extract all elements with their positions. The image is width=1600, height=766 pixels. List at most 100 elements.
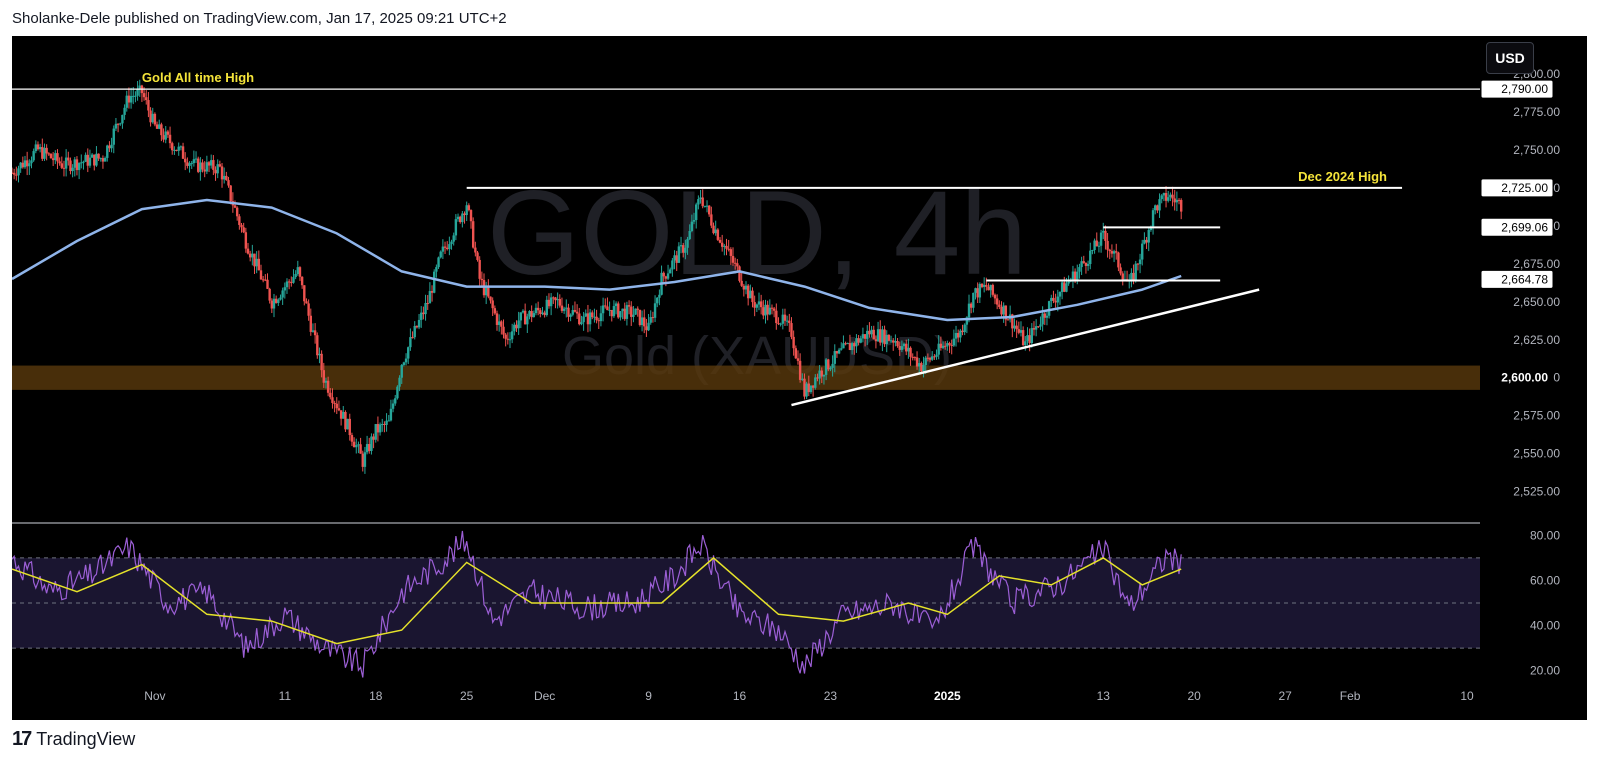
candle-body <box>985 284 988 287</box>
candle-body <box>907 347 910 352</box>
candle-body <box>1078 267 1081 272</box>
candle-body <box>116 123 120 125</box>
candle-body <box>307 303 310 316</box>
tradingview-footer[interactable]: 17 TradingView <box>12 728 135 751</box>
candle-body <box>896 341 899 347</box>
candle-body <box>632 314 635 317</box>
candle-body <box>487 287 490 297</box>
candle-body <box>225 175 228 181</box>
candle-body <box>82 161 85 163</box>
level-annotation: Dec 2024 High <box>1298 169 1387 184</box>
candle-body <box>149 110 152 123</box>
candle-body <box>363 452 367 467</box>
candle-body <box>549 297 553 307</box>
candle-body <box>242 227 245 233</box>
candle-body <box>831 363 834 368</box>
candle-body <box>458 216 462 223</box>
candle-body <box>762 307 765 316</box>
candle-body <box>1141 243 1144 260</box>
candle-body <box>1019 330 1023 333</box>
candle-body <box>731 255 735 263</box>
candle-body <box>980 283 984 287</box>
candle-body <box>313 330 317 336</box>
candle-body <box>450 241 453 245</box>
candle-body <box>303 285 306 302</box>
candle-body <box>1071 271 1075 280</box>
candle-body <box>1080 261 1083 268</box>
candle-body <box>889 340 893 342</box>
candle-body <box>749 290 752 299</box>
candle-body <box>34 144 38 152</box>
candle-body <box>1104 230 1107 241</box>
candle-body <box>309 315 312 332</box>
candle-body <box>49 153 53 159</box>
candle-body <box>1006 319 1010 321</box>
currency-button[interactable]: USD <box>1486 42 1534 74</box>
candle-body <box>746 285 750 299</box>
candle-body <box>1034 326 1038 330</box>
candle-body <box>578 313 581 325</box>
candle-body <box>151 113 154 123</box>
candle-body <box>374 424 377 440</box>
candle-body <box>294 273 297 278</box>
candles-group <box>12 79 1183 474</box>
candle-body <box>835 351 839 354</box>
candle-body <box>519 312 523 321</box>
time-tick-label: Dec <box>534 689 555 703</box>
candle-body <box>281 290 284 298</box>
tradingview-brand: TradingView <box>36 729 136 749</box>
rsi-tick-label: 40.00 <box>1530 619 1560 633</box>
candle-body <box>710 214 713 226</box>
candle-body <box>521 310 525 313</box>
candle-body <box>32 151 35 161</box>
candle-body <box>1024 341 1027 346</box>
candle-body <box>723 245 726 247</box>
candle-body <box>902 343 906 347</box>
candle-body <box>653 303 657 318</box>
candle-body <box>298 267 302 277</box>
candle-body <box>75 159 79 171</box>
price-tick-label: 2,575.00 <box>1513 409 1560 423</box>
candle-body <box>166 131 170 135</box>
candle-body <box>422 312 425 315</box>
candle-body <box>391 403 395 409</box>
candle-body <box>753 302 756 308</box>
candle-body <box>530 311 533 318</box>
candle-body <box>1180 200 1183 212</box>
candle-body <box>798 360 802 380</box>
candle-body <box>452 235 455 242</box>
candle-body <box>643 317 646 327</box>
candle-body <box>1138 259 1142 265</box>
candle-body <box>656 297 659 304</box>
candle-body <box>965 317 969 325</box>
candle-body <box>1076 271 1079 282</box>
candle-body <box>898 346 901 350</box>
price-label-text: 2,600.00 <box>1501 371 1548 385</box>
candle-body <box>396 386 399 399</box>
candle-body <box>790 323 793 337</box>
candle-body <box>424 303 427 315</box>
candle-body <box>244 232 248 249</box>
candle-body <box>506 338 510 340</box>
candle-body <box>134 95 137 97</box>
candle-body <box>305 301 308 304</box>
chart-area[interactable]: GOLD, 4h Gold (XAUUSD) Gold All time High D… <box>12 36 1587 720</box>
candle-body <box>350 435 354 442</box>
candle-body <box>684 247 687 253</box>
candle-body <box>837 349 841 354</box>
candle-body <box>1130 272 1133 281</box>
candle-body <box>536 307 540 311</box>
candle-body <box>1065 283 1068 292</box>
candle-body <box>502 326 505 335</box>
candle-body <box>666 273 670 279</box>
candle-body <box>251 253 254 258</box>
candle-body <box>523 310 527 325</box>
candle-body <box>972 292 975 308</box>
candle-body <box>885 334 888 345</box>
candle-body <box>197 158 200 172</box>
candle-body <box>36 144 40 150</box>
candle-body <box>112 128 115 145</box>
candle-body <box>335 403 338 409</box>
candle-body <box>23 160 27 168</box>
